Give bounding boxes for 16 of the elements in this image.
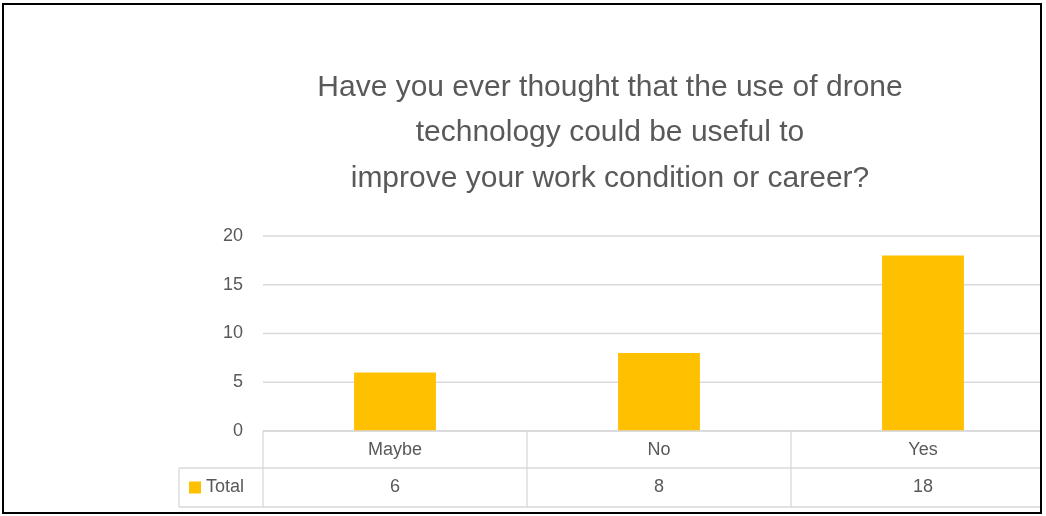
bar <box>354 372 436 431</box>
x-tick-label: Yes <box>908 438 938 459</box>
x-tick-label: Maybe <box>367 438 423 459</box>
x-tick-label: No <box>647 438 671 459</box>
data-label: 8 <box>653 476 665 497</box>
legend-label: Total <box>206 476 245 497</box>
y-tick-label: 0 <box>232 419 243 440</box>
y-tick-label: 15 <box>222 273 243 294</box>
y-tick-label: 5 <box>232 371 243 391</box>
data-label: 6 <box>389 476 401 497</box>
y-tick-label: 10 <box>222 322 243 343</box>
bar <box>882 255 964 431</box>
y-tick-label: 20 <box>222 224 243 245</box>
bar <box>618 353 700 431</box>
chart-title: Have you ever thought that the use of drone technology could be useful to improve your work condition or career? <box>317 68 903 193</box>
data-label: 18 <box>912 476 934 497</box>
